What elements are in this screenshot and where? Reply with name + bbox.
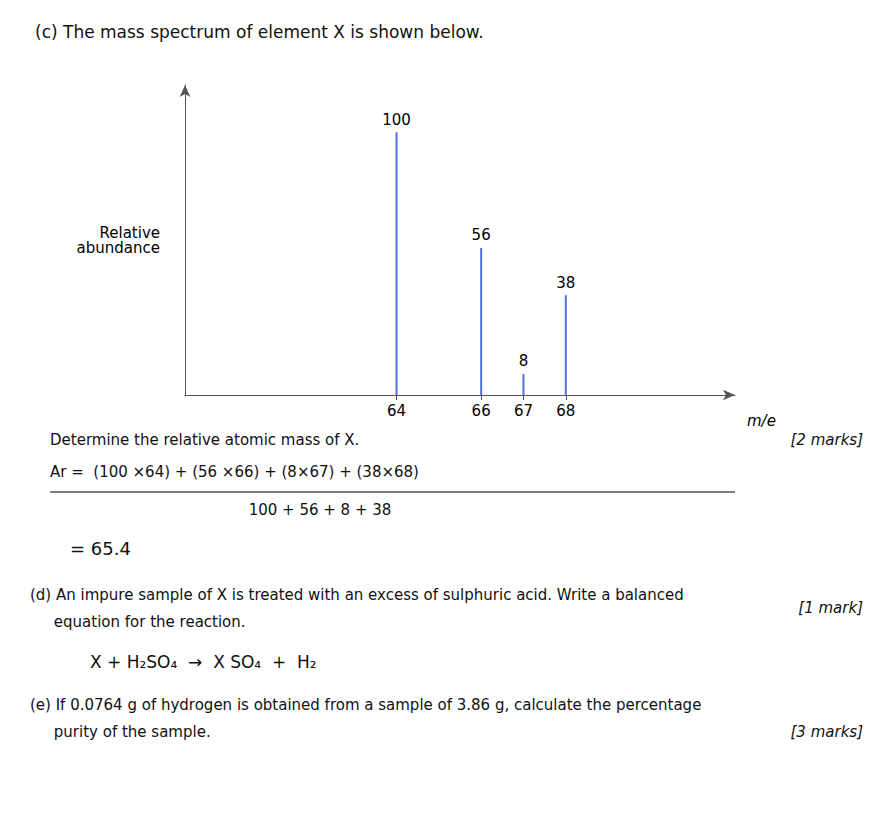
svg-text:m/e: m/e <box>747 412 776 430</box>
svg-text:Relative: Relative <box>99 223 160 242</box>
svg-text:Ar = (100 ×64) + (56 ×66) + (: Ar = (100 ×64) + (56 ×66) + (8×67) + (38… <box>50 463 419 481</box>
svg-text:(e) If 0.0764 g of hydrogen is: (e) If 0.0764 g of hydrogen is obtained … <box>30 696 701 714</box>
svg-text:[3 marks]: [3 marks] <box>791 723 864 741</box>
svg-text:66: 66 <box>472 402 491 420</box>
svg-text:(c) The mass spectrum of eleme: (c) The mass spectrum of element X is sh… <box>35 22 484 42</box>
svg-text:[2 marks]: [2 marks] <box>791 431 864 449</box>
svg-text:100 + 56 + 8 + 38: 100 + 56 + 8 + 38 <box>249 501 392 519</box>
svg-text:67: 67 <box>514 402 533 420</box>
svg-text:X + H₂SO₄ → X SO₄ + H₂: X + H₂SO₄ → X SO₄ + H₂ <box>90 652 317 672</box>
svg-text:Determine the relative atomic: Determine the relative atomic mass of X. <box>50 431 359 449</box>
svg-text:[1 mark]: [1 mark] <box>798 599 863 617</box>
svg-text:100: 100 <box>382 111 411 129</box>
svg-text:56: 56 <box>472 226 491 244</box>
svg-text:8: 8 <box>519 352 529 370</box>
svg-text:equation for the reaction.: equation for the reaction. <box>30 613 246 631</box>
svg-text:68: 68 <box>556 402 575 420</box>
svg-text:38: 38 <box>556 274 575 292</box>
svg-text:abundance: abundance <box>77 239 160 257</box>
svg-text:= 65.4: = 65.4 <box>70 538 131 559</box>
svg-text:64: 64 <box>387 402 406 420</box>
svg-text:purity of the sample.: purity of the sample. <box>30 723 211 741</box>
svg-text:(d) An impure sample of X is t: (d) An impure sample of X is treated wit… <box>30 586 684 604</box>
